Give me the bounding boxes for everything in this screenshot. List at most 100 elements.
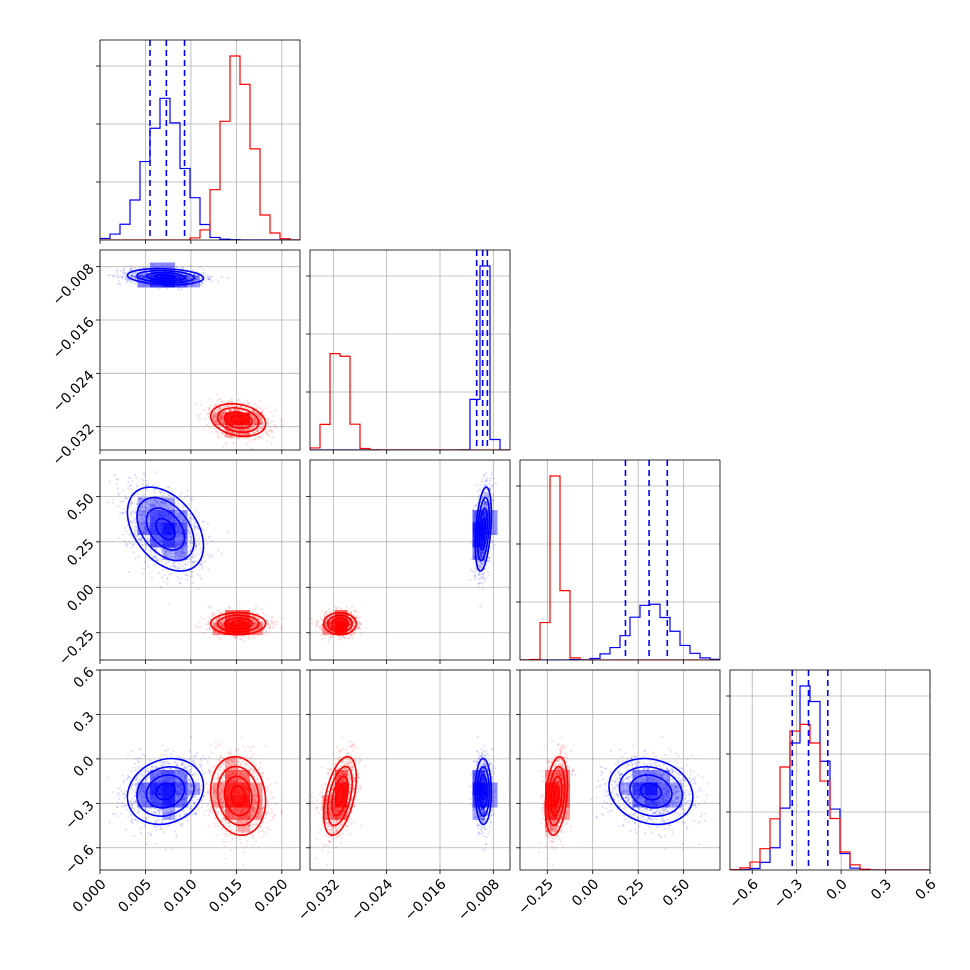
scatter-point bbox=[165, 562, 168, 565]
scatter-point bbox=[150, 504, 153, 507]
scatter-point bbox=[219, 637, 222, 641]
scatter-point bbox=[117, 274, 120, 278]
scatter-point bbox=[153, 555, 156, 558]
scatter-point bbox=[217, 609, 220, 612]
scatter-point bbox=[183, 510, 187, 513]
scatter-point bbox=[259, 626, 262, 630]
scatter-point bbox=[183, 559, 187, 562]
scatter-point bbox=[195, 548, 198, 551]
scatter-point bbox=[188, 530, 191, 533]
scatter-point bbox=[147, 514, 150, 517]
scatter-point bbox=[221, 411, 224, 415]
scatter-point bbox=[267, 622, 270, 625]
scatter-point bbox=[159, 548, 162, 552]
scatter-point bbox=[244, 432, 247, 435]
scatter-point bbox=[141, 275, 144, 278]
scatter-point bbox=[259, 426, 262, 429]
scatter-point bbox=[213, 612, 216, 615]
scatter-point bbox=[144, 526, 147, 529]
scatter-point bbox=[274, 408, 277, 412]
scatter-point bbox=[141, 520, 144, 523]
scatter-point bbox=[227, 605, 230, 609]
scatter-point bbox=[200, 616, 203, 619]
scatter-point bbox=[183, 495, 187, 498]
scatter-point bbox=[182, 555, 185, 558]
scatter-point bbox=[209, 628, 212, 631]
scatter-point bbox=[120, 275, 123, 278]
scatter-point bbox=[226, 425, 229, 428]
scatter-point bbox=[264, 430, 268, 433]
contour-line bbox=[136, 496, 195, 562]
scatter-point bbox=[149, 505, 153, 509]
scatter-point bbox=[143, 506, 147, 509]
scatter-point bbox=[175, 520, 178, 523]
scatter-point bbox=[243, 451, 245, 453]
scatter-point bbox=[191, 518, 194, 521]
scatter-point bbox=[178, 506, 181, 509]
scatter-point bbox=[226, 401, 229, 404]
scatter-point bbox=[220, 625, 223, 628]
scatter-point bbox=[233, 408, 236, 411]
scatter-point bbox=[257, 429, 260, 432]
scatter-point bbox=[266, 419, 269, 422]
scatter-point bbox=[217, 424, 220, 427]
scatter-point bbox=[254, 620, 257, 623]
scatter-point bbox=[165, 549, 168, 552]
scatter-point bbox=[185, 563, 188, 566]
scatter-point bbox=[120, 511, 123, 514]
scatter-point bbox=[178, 582, 181, 585]
scatter-point bbox=[202, 520, 205, 523]
scatter-point bbox=[260, 422, 263, 426]
scatter-point bbox=[174, 551, 177, 555]
scatter-point bbox=[207, 415, 210, 418]
scatter-point bbox=[259, 621, 262, 624]
scatter-point bbox=[219, 416, 222, 419]
scatter-point bbox=[254, 421, 257, 424]
contour-line bbox=[216, 406, 260, 434]
scatter-point bbox=[194, 278, 197, 281]
scatter-point bbox=[147, 503, 150, 506]
scatter-point bbox=[207, 411, 211, 414]
scatter-point bbox=[244, 437, 248, 440]
scatter-point bbox=[145, 479, 149, 482]
scatter-point bbox=[121, 271, 125, 274]
scatter-point bbox=[267, 622, 270, 626]
scatter-point bbox=[219, 622, 222, 625]
scatter-point bbox=[166, 264, 169, 267]
scatter-point bbox=[154, 548, 157, 551]
scatter-point bbox=[210, 555, 213, 558]
scatter-point bbox=[178, 515, 181, 519]
scatter-point bbox=[192, 560, 195, 563]
scatter-point bbox=[194, 509, 197, 512]
scatter-point bbox=[199, 551, 203, 554]
scatter-point bbox=[251, 620, 254, 623]
scatter-point bbox=[205, 412, 208, 416]
scatter-point bbox=[131, 520, 134, 523]
scatter-point bbox=[157, 287, 160, 290]
scatter-point bbox=[252, 410, 255, 413]
scatter-point bbox=[231, 442, 234, 445]
scatter-point bbox=[270, 616, 273, 619]
scatter-point bbox=[215, 634, 219, 637]
scatter-point bbox=[229, 408, 232, 412]
scatter-point bbox=[202, 528, 205, 531]
scatter-point bbox=[250, 425, 253, 428]
panel-frame bbox=[99, 39, 301, 241]
scatter-point bbox=[174, 519, 177, 523]
scatter-point bbox=[252, 423, 256, 426]
scatter-point bbox=[219, 417, 223, 420]
scatter-point bbox=[232, 442, 235, 445]
scatter-point bbox=[140, 537, 143, 540]
scatter-point bbox=[206, 553, 210, 556]
scatter-point bbox=[190, 570, 194, 573]
scatter-point bbox=[217, 280, 220, 283]
scatter-point bbox=[190, 556, 194, 559]
scatter-point bbox=[165, 497, 169, 500]
scatter-point bbox=[130, 501, 133, 504]
scatter-point bbox=[269, 435, 272, 439]
scatter-point bbox=[124, 278, 127, 281]
scatter-point bbox=[222, 421, 225, 424]
scatter-point bbox=[186, 574, 190, 577]
scatter-point bbox=[260, 607, 263, 610]
scatter-point bbox=[168, 266, 171, 269]
